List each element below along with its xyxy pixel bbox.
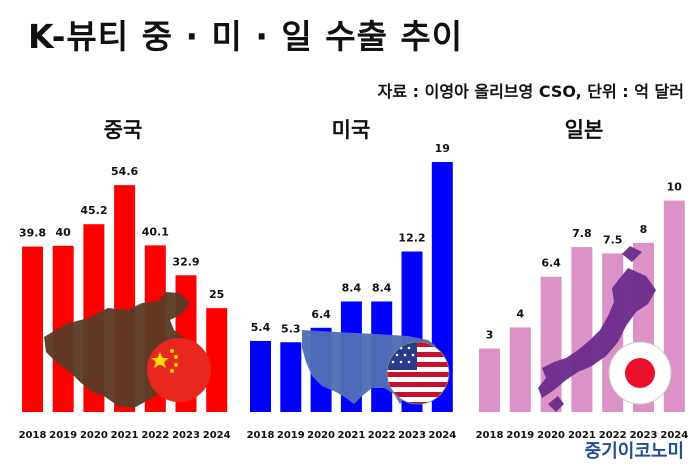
japan-x-tick-2024: 2024 bbox=[660, 430, 688, 441]
usa-value-label-2021: 8.4 bbox=[342, 281, 362, 294]
usa-value-label-2018: 5.4 bbox=[251, 321, 271, 334]
japan-bar-2018 bbox=[479, 348, 500, 412]
japan-bar-2024 bbox=[663, 200, 685, 412]
japan-x-tick-2021: 2021 bbox=[568, 430, 596, 441]
usa-value-label-2022: 8.4 bbox=[372, 281, 392, 294]
japan-value-label-2022: 7.5 bbox=[603, 233, 623, 246]
usa-x-tick-2024: 2024 bbox=[428, 430, 456, 441]
usa-value-label-2019: 5.3 bbox=[281, 322, 301, 335]
china-x-tick-2021: 2021 bbox=[111, 430, 139, 441]
panel-title-usa: 미국 bbox=[331, 118, 371, 142]
usa-value-label-2020: 6.4 bbox=[311, 308, 331, 321]
usa-bar-2018 bbox=[250, 340, 271, 412]
china-bar-2018 bbox=[22, 246, 43, 412]
chart-title: K-뷰티 중 · 미 · 일 수출 추이 bbox=[28, 17, 464, 56]
china-x-tick-2020: 2020 bbox=[80, 430, 108, 441]
japan-x-tick-2019: 2019 bbox=[506, 430, 534, 441]
japan-x-tick-2023: 2023 bbox=[630, 430, 658, 441]
panel-title-china: 중국 bbox=[103, 118, 143, 142]
japan-flag-icon bbox=[608, 341, 672, 405]
source-note: 자료 : 이영아 올리브영 CSO, 단위 : 억 달러 bbox=[377, 82, 684, 101]
japan-value-label-2018: 3 bbox=[486, 329, 494, 342]
japan-x-tick-2022: 2022 bbox=[599, 430, 627, 441]
japan-x-tick-2018: 2018 bbox=[476, 430, 504, 441]
usa-x-tick-2022: 2022 bbox=[368, 430, 396, 441]
china-value-label-2018: 39.8 bbox=[19, 227, 46, 240]
usa-x-tick-2018: 2018 bbox=[247, 430, 275, 441]
japan-value-label-2021: 7.8 bbox=[572, 227, 592, 240]
china-flag-icon bbox=[147, 338, 211, 402]
japan-value-label-2019: 4 bbox=[516, 307, 524, 320]
usa-value-label-2024: 19 bbox=[435, 142, 450, 155]
china-x-tick-2023: 2023 bbox=[172, 430, 200, 441]
japan-x-tick-2020: 2020 bbox=[537, 430, 565, 441]
usa-x-tick-2019: 2019 bbox=[277, 430, 305, 441]
china-value-label-2024: 25 bbox=[209, 288, 224, 301]
usa-x-tick-2023: 2023 bbox=[398, 430, 426, 441]
japan-value-label-2020: 6.4 bbox=[541, 257, 561, 270]
china-value-label-2019: 40 bbox=[56, 226, 72, 239]
japan-bar-2021 bbox=[571, 247, 593, 412]
japan-map-icon bbox=[538, 246, 656, 412]
panel-title-japan: 일본 bbox=[564, 118, 604, 142]
china-value-label-2023: 32.9 bbox=[172, 255, 199, 268]
china-x-tick-2024: 2024 bbox=[203, 430, 231, 441]
japan-bar-2019 bbox=[509, 327, 531, 412]
china-x-tick-2022: 2022 bbox=[141, 430, 169, 441]
usa-x-tick-2020: 2020 bbox=[307, 430, 335, 441]
china-x-tick-2019: 2019 bbox=[49, 430, 77, 441]
japan-value-label-2024: 10 bbox=[667, 181, 683, 194]
china-x-tick-2018: 2018 bbox=[19, 430, 47, 441]
icons-layer bbox=[44, 246, 672, 412]
japan-value-label-2023: 8 bbox=[640, 223, 648, 236]
china-bar-2024 bbox=[206, 308, 228, 412]
china-value-label-2020: 45.2 bbox=[80, 204, 107, 217]
usa-bar-2019 bbox=[280, 342, 302, 412]
brand-logo: 중기이코노미 bbox=[584, 441, 684, 462]
china-value-label-2022: 40.1 bbox=[142, 225, 169, 238]
usa-x-tick-2021: 2021 bbox=[337, 430, 365, 441]
china-value-label-2021: 54.6 bbox=[111, 165, 138, 178]
usa-value-label-2023: 12.2 bbox=[398, 231, 425, 244]
usa-flag-icon bbox=[386, 341, 450, 405]
